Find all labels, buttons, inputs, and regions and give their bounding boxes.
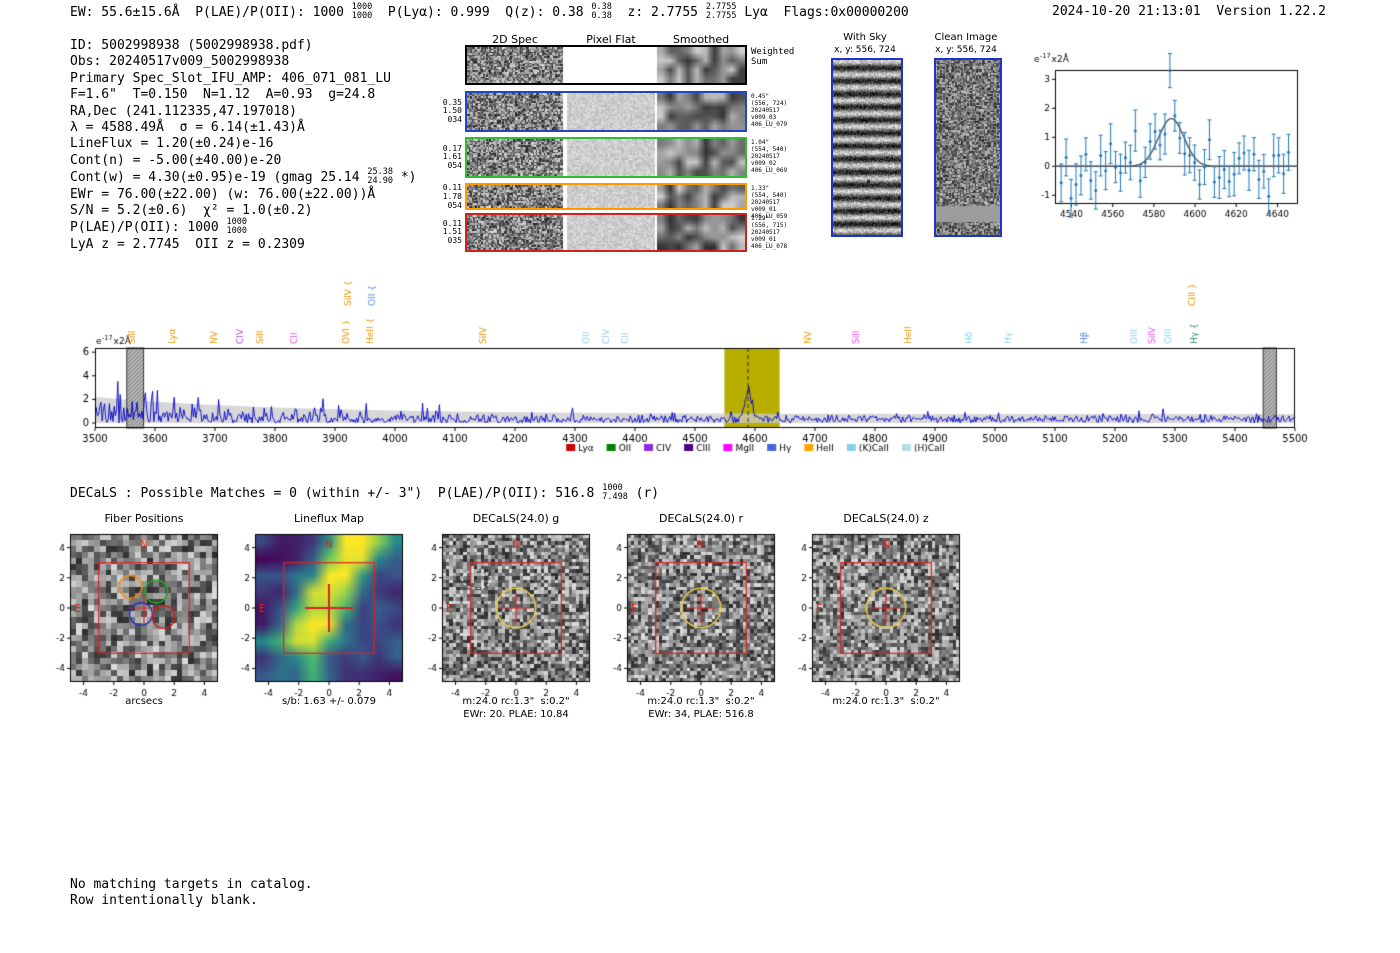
- spec2d-row-image-2: [467, 139, 745, 176]
- panel-title-decals-z: DECaLS(24.0) z: [843, 512, 929, 525]
- spec2d-row-right-label-1: 0.45" (556, 724) 20240517 v009_03 406_LU…: [751, 93, 788, 128]
- info-line-2: Primary Spec_Slot_IFU_AMP: 406_071_081_L…: [70, 70, 391, 86]
- spec2d-row-1: [465, 91, 747, 132]
- stacked-fraction: 1000 7.498: [602, 483, 628, 502]
- info-line-9: EWr = 76.00(±22.00) (w: 76.00(±22.00))Å: [70, 186, 376, 202]
- spec2d-row-image-0: [467, 47, 745, 83]
- spec2d-row-4: [465, 213, 747, 252]
- stacked-fraction: 1000 1000: [226, 217, 248, 236]
- spec2d-row-left-label-4: 0.11 1.51 035: [442, 218, 462, 246]
- clean-image: [934, 58, 1002, 237]
- panel-title-decals-g: DECaLS(24.0) g: [472, 512, 560, 525]
- panel-4-sublabel-0: m:24.0 rc:1.3" s:0.2": [832, 696, 940, 707]
- info-line-4: RA,Dec (241.112335,47.197018): [70, 103, 297, 119]
- spec2d-row-right-label-3: 1.33" (554, 540) 20240517 v009_01 406_LU…: [751, 185, 788, 220]
- decals-r-cutout: [597, 530, 797, 700]
- info-line-12: LyA z = 2.7745 OII z = 0.2309: [70, 236, 305, 252]
- col-header-smoothed: Smoothed: [672, 33, 730, 46]
- panel-title-fiber-positions: Fiber Positions: [104, 512, 184, 525]
- spectrum-plot: [55, 265, 1335, 475]
- spec2d-row-right-label-2: 1.04" (554, 540) 20240517 v009_02 406_LU…: [751, 139, 788, 174]
- spec2d-row-right-label-4: 1.29" (556, 715) 20240517 v009_01 406_LU…: [751, 215, 788, 250]
- footer-line-1: No matching targets in catalog.: [70, 877, 313, 892]
- panel-3-sublabel-0: m:24.0 rc:1.3" s:0.2": [647, 696, 755, 707]
- decals-g-cutout: [412, 530, 612, 700]
- stacked-fraction: 2.7755 2.7755: [705, 2, 737, 21]
- info-line-11: P(LAE)/P(OII): 1000 1000 1000: [70, 217, 248, 236]
- spec2d-row-3: [465, 183, 747, 210]
- lineflux-map-cutout: [225, 530, 425, 700]
- footer-line-2: Row intentionally blank.: [70, 893, 258, 908]
- col-header-pixel-flat: Pixel Flat: [586, 33, 636, 46]
- info-line-6: LineFlux = 1.20(±0.24)e-16: [70, 136, 274, 152]
- clean-image-title: Clean Image: [934, 32, 998, 43]
- panel-title-lineflux-map: Lineflux Map: [293, 512, 365, 525]
- info-line-10: S/N = 5.2(±0.6) χ² = 1.0(±0.2): [70, 203, 313, 219]
- header-datetime-version: 2024-10-20 21:13:01 Version 1.22.2: [1052, 4, 1326, 19]
- spec2d-row-right-label-0: Weighted Sum: [751, 47, 795, 67]
- panel-0-sublabel-0: arcsecs: [125, 696, 163, 707]
- decals-match-line: DECaLS : Possible Matches = 0 (within +/…: [70, 483, 660, 502]
- stacked-fraction: 1000 1000: [351, 2, 373, 21]
- header-summary: EW: 55.6±15.6Å P(LAE)/P(OII): 1000 1000 1…: [70, 2, 909, 21]
- with-sky-image: [831, 58, 903, 237]
- spec2d-row-left-label-1: 0.35 1.50 034: [442, 97, 462, 125]
- clean-image-coords: x, y: 556, 724: [935, 45, 997, 55]
- decals-z-cutout: [782, 530, 982, 700]
- col-header-2d-spec: 2D Spec: [492, 33, 538, 46]
- panel-1-sublabel-0: s/b: 1.63 +/- 0.079: [281, 696, 377, 707]
- panel-2-sublabel-0: m:24.0 rc:1.3" s:0.2": [462, 696, 570, 707]
- with-sky-title: With Sky: [843, 32, 887, 43]
- detection-info-block: ID: 5002998938 (5002998938.pdf) Obs: 2024…: [70, 38, 417, 253]
- spec2d-row-2: [465, 137, 747, 178]
- info-line-3: F=1.6" T=0.150 N=1.12 A=0.93 g=24.8: [70, 87, 376, 103]
- info-line-5: λ = 4588.49Å σ = 6.14(±1.43)Å: [70, 120, 305, 136]
- spec2d-row-left-label-2: 0.17 1.61 054: [442, 143, 462, 171]
- spec2d-row-0: [465, 45, 747, 85]
- stacked-fraction: 0.38 0.38: [591, 2, 612, 21]
- info-line-7: Cont(n) = -5.00(±40.00)e-20: [70, 152, 282, 168]
- spec2d-row-image-3: [467, 185, 745, 208]
- spec2d-row-left-label-3: 0.11 1.78 054: [442, 183, 462, 210]
- spec2d-row-image-4: [467, 215, 745, 250]
- panel-title-decals-r: DECaLS(24.0) r: [658, 512, 744, 525]
- spec2d-row-image-1: [467, 93, 745, 130]
- info-line-0: ID: 5002998938 (5002998938.pdf): [70, 38, 313, 53]
- stacked-fraction: 25.38 24.90: [367, 167, 394, 186]
- info-line-1: Obs: 20240517v009_5002998938: [70, 54, 290, 70]
- info-line-8: Cont(w) = 4.30(±0.95)e-19 (gmag 25.14 25…: [70, 167, 417, 186]
- with-sky-coords: x, y: 556, 724: [834, 45, 896, 55]
- fiber-positions-cutout: [40, 530, 240, 700]
- panel-3-sublabel-1: EWr: 34, PLAE: 516.8: [648, 709, 754, 720]
- line-fit-plot: [1028, 46, 1313, 238]
- panel-2-sublabel-1: EWr: 20. PLAE: 10.84: [463, 709, 569, 720]
